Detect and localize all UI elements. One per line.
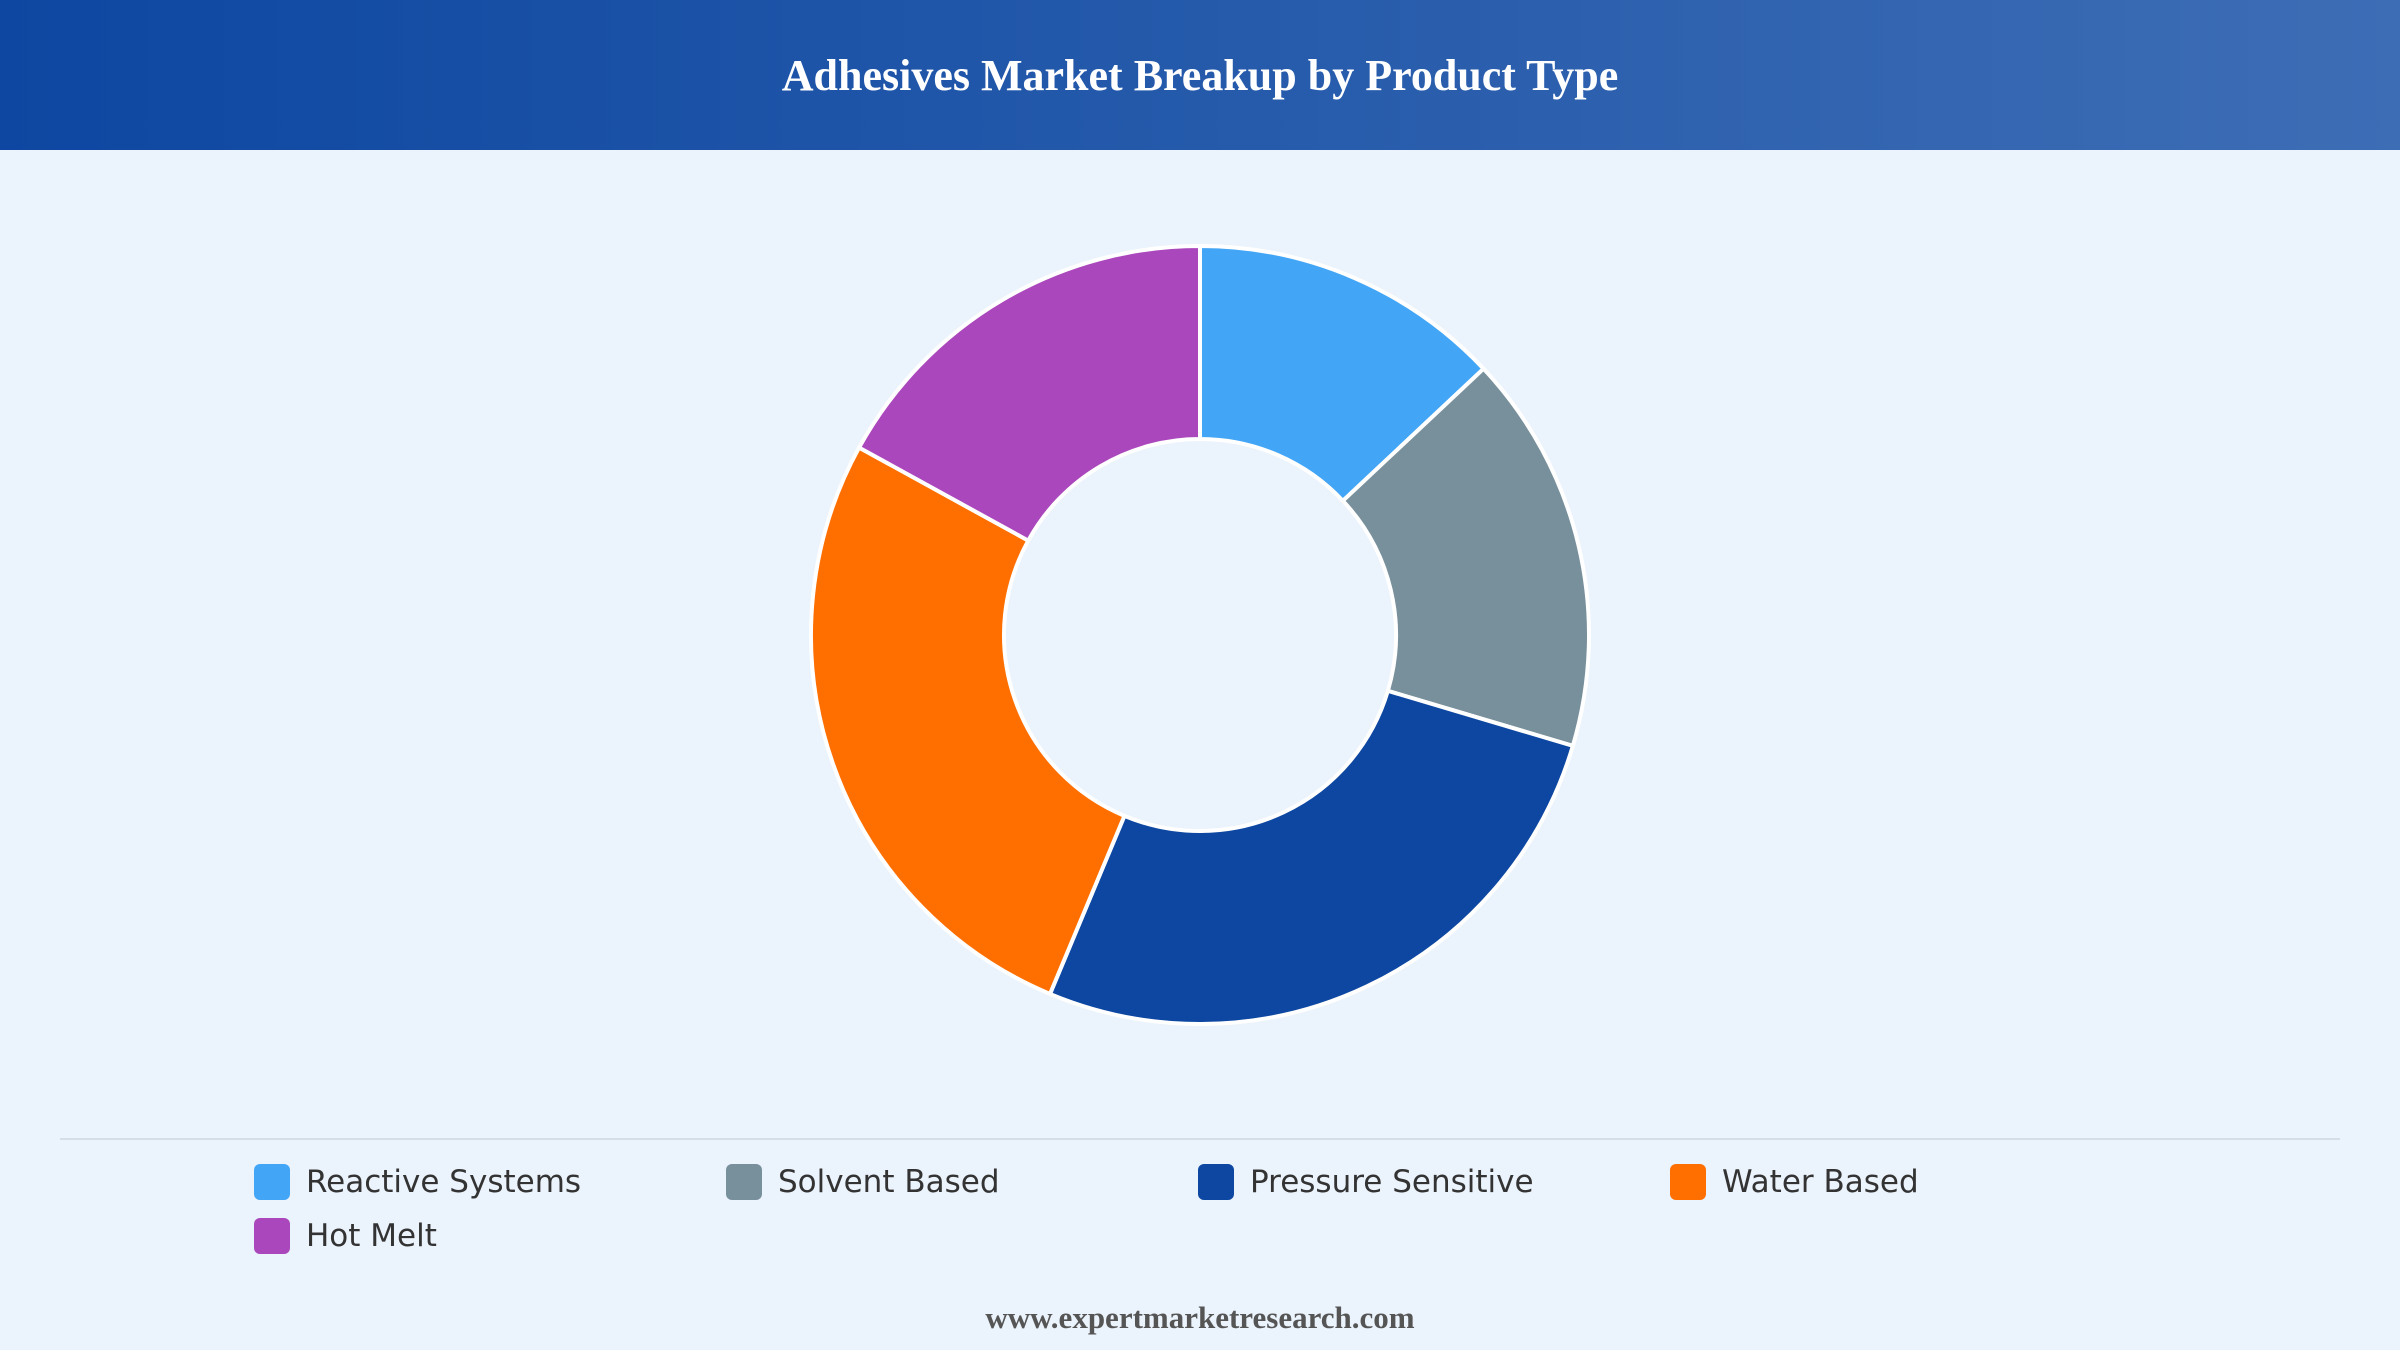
slice <box>809 444 1128 997</box>
slice <box>1198 243 1487 504</box>
legend-label: Hot Melt <box>306 1218 437 1254</box>
legend-swatch <box>1670 1164 1706 1200</box>
legend-item: Pressure Sensitive <box>1198 1155 1670 1209</box>
legend-item: Hot Melt <box>254 1209 726 1263</box>
chart <box>809 243 1591 1026</box>
legend-item: Water Based <box>1670 1155 2142 1209</box>
chart-title: Adhesives Market Breakup by Product Type <box>781 50 1619 100</box>
legend-item: Solvent Based <box>726 1155 1198 1209</box>
header: Adhesives Market Breakup by Product Type <box>0 0 2400 150</box>
legend-swatch <box>1198 1164 1234 1200</box>
footer: www.expertmarketresearch.com <box>985 1300 1415 1335</box>
slice <box>856 243 1202 544</box>
legend-label: Solvent Based <box>778 1164 1000 1200</box>
legend-swatch <box>254 1218 290 1254</box>
slice <box>1340 365 1591 749</box>
legend-item: Reactive Systems <box>254 1155 726 1209</box>
slice <box>1047 688 1576 1026</box>
legend-label: Pressure Sensitive <box>1250 1164 1534 1200</box>
legend-label: Reactive Systems <box>306 1164 582 1200</box>
legend-swatch <box>254 1164 290 1200</box>
separator <box>60 1138 2340 1140</box>
legend-swatch <box>726 1164 762 1200</box>
legend: Reactive Systems Solvent Based Pressure Se… <box>254 1155 2154 1263</box>
legend-label: Water Based <box>1722 1164 1919 1200</box>
